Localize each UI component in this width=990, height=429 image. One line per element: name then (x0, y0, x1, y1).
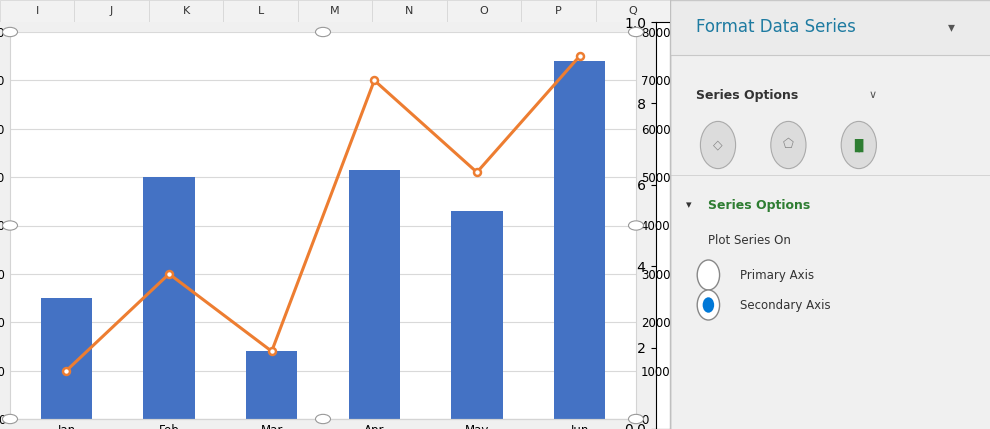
Circle shape (629, 414, 644, 424)
Circle shape (842, 121, 876, 169)
Text: Secondary Axis: Secondary Axis (741, 299, 831, 311)
Text: ∨: ∨ (868, 90, 876, 100)
Text: Format Data Series: Format Data Series (696, 18, 855, 36)
Circle shape (316, 27, 331, 36)
Circle shape (316, 414, 331, 424)
Bar (148, 0, 224, 22)
Bar (553, 61, 605, 419)
Text: Primary Axis: Primary Axis (741, 269, 815, 281)
Bar (0, 0, 74, 22)
Circle shape (3, 414, 18, 424)
Bar (596, 0, 670, 22)
Circle shape (771, 121, 806, 169)
Circle shape (629, 27, 644, 36)
Text: Series Options: Series Options (709, 199, 811, 211)
Text: ⬠: ⬠ (783, 139, 794, 151)
Text: ◇: ◇ (713, 139, 723, 151)
Text: ▐▌: ▐▌ (849, 139, 868, 151)
Circle shape (697, 290, 720, 320)
Circle shape (629, 221, 644, 230)
Text: J: J (110, 6, 113, 16)
Text: O: O (479, 6, 488, 16)
Text: Q: Q (629, 6, 638, 16)
Bar (298, 0, 372, 22)
Circle shape (3, 221, 18, 230)
Bar (224, 0, 298, 22)
Text: I: I (36, 6, 39, 16)
Text: ▾: ▾ (948, 21, 955, 34)
Bar (144, 177, 195, 419)
Text: ▾: ▾ (686, 200, 692, 210)
Circle shape (700, 121, 736, 169)
Bar (247, 351, 297, 419)
Bar (451, 211, 503, 419)
Bar (74, 0, 148, 22)
Bar (41, 298, 92, 419)
Bar (372, 0, 446, 22)
Text: L: L (257, 6, 263, 16)
Text: P: P (555, 6, 561, 16)
Circle shape (3, 27, 18, 36)
Bar (670, 0, 990, 55)
Text: Series Options: Series Options (696, 88, 798, 102)
Bar (521, 0, 596, 22)
Text: N: N (405, 6, 414, 16)
Circle shape (697, 260, 720, 290)
Text: Plot Series On: Plot Series On (709, 233, 791, 247)
Bar (348, 170, 400, 419)
Text: K: K (182, 6, 190, 16)
Bar (446, 0, 521, 22)
Circle shape (703, 297, 714, 313)
Text: M: M (331, 6, 340, 16)
